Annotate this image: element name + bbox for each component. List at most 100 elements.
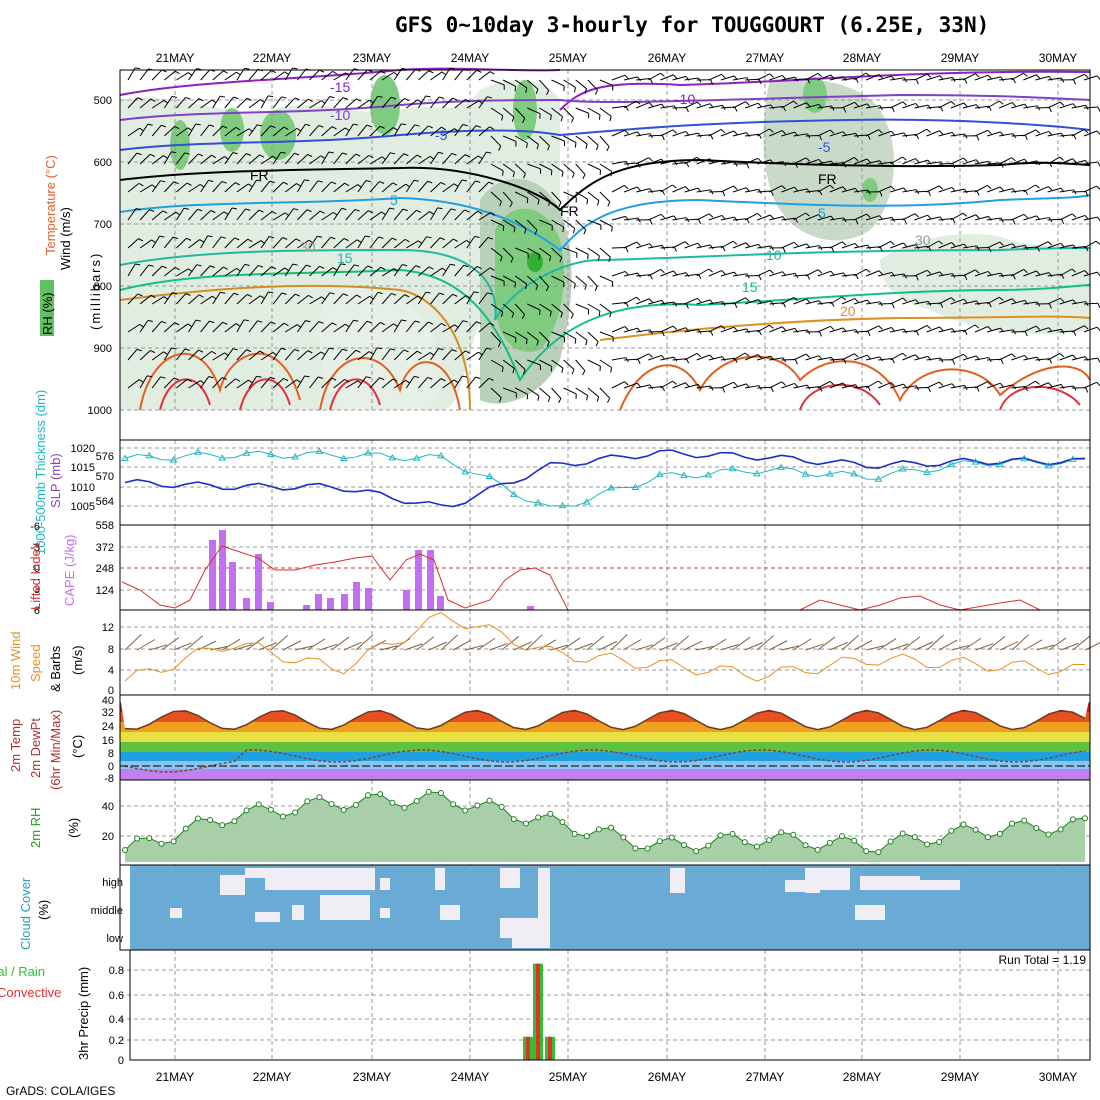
wind-barb (260, 125, 272, 137)
wind-barb (1035, 272, 1050, 277)
wind-barb (333, 378, 346, 389)
wind-barb-flag (572, 228, 576, 234)
wind-barb (926, 271, 941, 277)
wind-barb (381, 71, 395, 81)
wind-barb-flag (1083, 325, 1089, 330)
wind-barb (248, 99, 261, 109)
wind-barb (648, 213, 662, 221)
wind-barb (636, 329, 651, 333)
wind-barb (817, 215, 832, 221)
wind-barb-flag (427, 180, 433, 184)
wind-barb-flag (673, 356, 678, 362)
wind-barb (357, 180, 367, 193)
rh2m-marker (620, 834, 627, 841)
wind-barb-flag (733, 326, 738, 332)
cloud-block (820, 868, 850, 890)
wind-barb (974, 326, 989, 333)
wind-barb (744, 243, 759, 249)
rh2m-marker (790, 831, 797, 838)
wind-barb-flag (854, 101, 859, 107)
wind-barb-flag (926, 325, 931, 330)
wind-barb (756, 324, 770, 333)
wind-barb (1059, 299, 1074, 305)
wind-barb (1071, 128, 1085, 137)
wind-barb (139, 264, 150, 277)
wind-barb (599, 219, 613, 228)
precip-ticks: 0.80.60.40.20 (109, 965, 124, 1067)
wind-barb (950, 243, 965, 249)
wind-barb (139, 239, 152, 249)
wind10-barb (319, 643, 338, 651)
wind-barb (648, 299, 662, 305)
wind-barb (224, 96, 234, 109)
wind-barb-flag (697, 242, 702, 248)
wind-barb-flag (281, 96, 287, 99)
wind-barb (950, 188, 965, 193)
wind-barb (769, 106, 784, 109)
wind-barb (696, 134, 711, 137)
wind-barb-flag (489, 71, 495, 75)
thickness-tick: 558 (96, 520, 114, 532)
contour-label-15: 15 (337, 250, 353, 266)
wind-barb-flag (770, 300, 775, 306)
wind-barb-flag (439, 237, 445, 241)
precip-axis-label: 3hr Precip (mm) (76, 967, 91, 1060)
wind-barb (1047, 352, 1061, 361)
wind-barb (914, 300, 929, 305)
wind-barb-flag (355, 349, 361, 353)
wind-barb (466, 125, 477, 137)
wind-barb (236, 128, 250, 137)
wind-barb-flag (636, 241, 641, 246)
precip-bars (523, 963, 555, 1060)
cape-bar (219, 530, 226, 610)
wind-barb (708, 128, 722, 137)
wind-barb-flag (1083, 129, 1089, 134)
wind-barb-flag (782, 302, 786, 308)
wind-barb (624, 358, 639, 361)
cloud-unit: (%) (36, 900, 51, 920)
wind-barb (744, 157, 759, 165)
wind-barb (490, 135, 502, 147)
wind-barb-flag (999, 296, 1004, 301)
wind-barb (974, 105, 989, 109)
wind-barb (611, 184, 625, 193)
wind-barb-flag (365, 235, 371, 238)
wind-barb-flag (1096, 185, 1100, 190)
wind-barb-flag (259, 350, 265, 354)
wind-barb-flag (440, 182, 446, 186)
wind-barb (502, 359, 515, 369)
slp-grid (120, 440, 1090, 525)
date-label-bottom: 27MAY (746, 1070, 784, 1084)
wind-barb-flag (781, 185, 786, 190)
wind-barb (902, 134, 917, 137)
wind-barb (442, 263, 451, 277)
wind10-barb (562, 637, 581, 651)
wind-barb (236, 294, 248, 305)
thickness-marker (558, 501, 567, 509)
wind-barb-flag (733, 185, 738, 190)
wind-barb (393, 319, 402, 333)
wind-barb (357, 320, 368, 333)
wind-barb (853, 189, 868, 193)
wind-barb (745, 78, 760, 81)
wind-barb-flag (161, 265, 167, 269)
wind-barb-flag (304, 375, 310, 378)
thickness-marker (923, 468, 931, 475)
wind-barb-flag (426, 236, 432, 239)
wind10-barb (781, 645, 799, 651)
wind-barb (744, 354, 759, 361)
wind-barb (793, 353, 807, 361)
wind-barb-flag (245, 208, 251, 211)
wind-barb-flag (174, 70, 180, 75)
wind-barb (1047, 77, 1062, 81)
thickness-marker (266, 450, 275, 457)
wind-barb (877, 240, 891, 249)
wind-barb (914, 159, 929, 165)
wind-barb (417, 291, 427, 305)
wind-barb-flag (425, 291, 431, 294)
rh2m-marker (778, 829, 785, 836)
wind-barb (551, 331, 565, 338)
wind-barb-flag (330, 236, 336, 240)
wind-barb (127, 182, 140, 193)
wind-barb (611, 381, 625, 389)
